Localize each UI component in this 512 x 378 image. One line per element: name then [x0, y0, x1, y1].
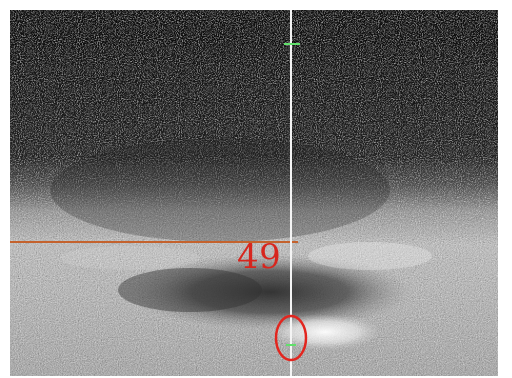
highlight-ellipse: [274, 314, 308, 362]
dark-lesion-band: [128, 254, 412, 330]
oct-scan-image: [10, 10, 498, 376]
bright-reflectance: [269, 314, 381, 350]
transition-shadow: [50, 138, 390, 242]
scan-svg: [10, 10, 498, 376]
upper-bright-band: [308, 242, 432, 270]
dark-lesion-core: [118, 268, 262, 312]
left-bright-band: [60, 246, 200, 270]
